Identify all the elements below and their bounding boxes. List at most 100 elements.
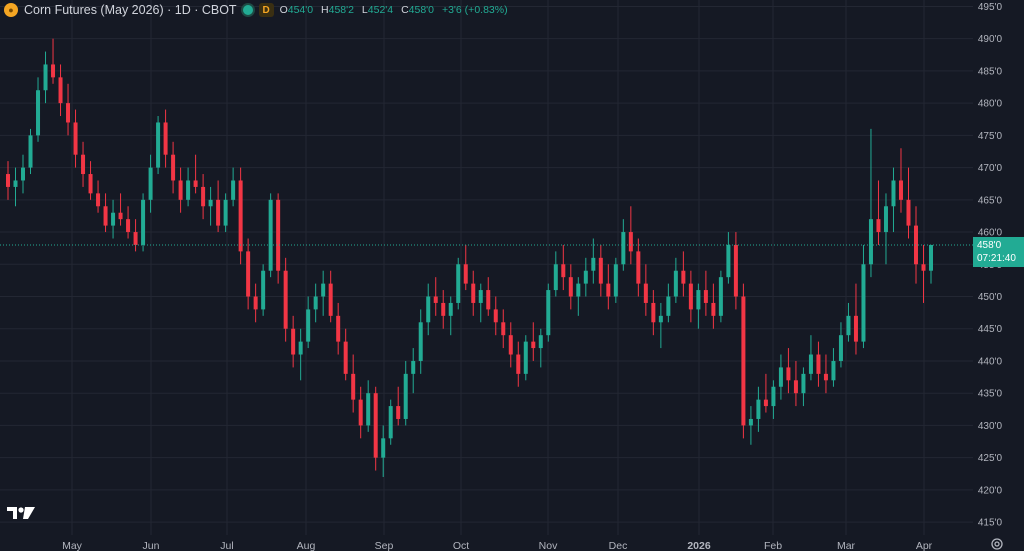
- candle-body: [568, 277, 573, 297]
- x-tick-label: 2026: [687, 540, 711, 551]
- y-tick-label: 415'0: [978, 518, 1003, 529]
- candle-body: [538, 335, 543, 349]
- candle-body: [321, 283, 326, 297]
- x-tick-label: Jul: [220, 540, 233, 551]
- candle-body: [456, 264, 461, 303]
- y-tick-label: 450'0: [978, 292, 1003, 303]
- candle-body: [276, 199, 281, 271]
- symbol-title[interactable]: Corn Futures (May 2026) · 1D · CBOT: [24, 3, 237, 17]
- candle-body: [336, 315, 341, 342]
- candle-body: [516, 354, 521, 374]
- candle-body: [576, 283, 581, 297]
- time-axis[interactable]: May Jun Jul Aug Sep Oct Nov Dec 2026 Feb Mar Apr: [62, 540, 933, 551]
- candle-body: [651, 302, 656, 323]
- candle-body: [793, 380, 798, 394]
- candle-body: [718, 277, 723, 316]
- candle-body: [613, 264, 618, 297]
- candle-body: [126, 219, 131, 233]
- candle-body: [21, 167, 26, 181]
- ohlc-high-value: 458'2: [328, 4, 354, 16]
- candlesticks: [6, 38, 933, 477]
- bar-countdown: 07:21:40: [977, 253, 1016, 264]
- market-open-dot: [242, 5, 253, 15]
- candle-body: [411, 360, 416, 374]
- candle-body: [253, 296, 258, 310]
- candle-body: [553, 264, 558, 291]
- candle-body: [201, 186, 206, 207]
- ohlc-change-value: +3'6 (+0.83%): [441, 4, 508, 16]
- candle-body: [36, 90, 41, 136]
- ohlc-low-value: 452'4: [367, 4, 394, 16]
- candle-body: [328, 283, 333, 316]
- candle-body: [929, 244, 933, 271]
- candle-body: [366, 393, 371, 426]
- candle-body: [193, 180, 198, 187]
- candle-body: [58, 77, 63, 104]
- candle-body: [523, 341, 528, 374]
- x-tick-label: Mar: [837, 540, 856, 551]
- candle-body: [426, 296, 431, 323]
- candle-body: [133, 232, 138, 245]
- candle-body: [703, 290, 708, 303]
- candle-body: [208, 199, 213, 207]
- candle-body: [418, 322, 423, 361]
- candle-body: [73, 122, 78, 155]
- candle-body: [493, 309, 498, 323]
- candle-body: [823, 373, 828, 381]
- tradingview-logo-icon[interactable]: [6, 504, 36, 522]
- legend-header: ● Corn Futures (May 2026) · 1D · CBOT D …: [4, 2, 513, 18]
- y-tick-label: 435'0: [978, 389, 1003, 400]
- candle-body: [478, 290, 483, 303]
- candle-body: [801, 373, 806, 394]
- candle-body: [448, 302, 453, 316]
- candle-body: [358, 399, 363, 426]
- candle-body: [501, 322, 506, 336]
- y-tick-label: 465'0: [978, 195, 1003, 206]
- candle-body: [561, 264, 566, 278]
- y-tick-label: 430'0: [978, 421, 1003, 432]
- x-tick-label: Sep: [375, 540, 394, 551]
- candle-body: [658, 315, 663, 323]
- ohlc-close-value: 458'0: [408, 4, 435, 16]
- candle-body: [786, 367, 791, 381]
- candle-body: [216, 199, 221, 226]
- candle-body: [598, 257, 603, 284]
- price-axis[interactable]: 415'0 420'0 425'0 430'0 435'0 440'0 445'0 450'0…: [978, 2, 1003, 529]
- candle-body: [471, 283, 476, 303]
- candle-body: [486, 290, 491, 310]
- corn-coin-icon[interactable]: ●: [4, 3, 18, 17]
- candle-body: [13, 180, 18, 187]
- candle-body: [141, 199, 146, 245]
- candle-body: [666, 296, 671, 316]
- delayed-badge[interactable]: D: [258, 3, 274, 17]
- ohlc-values: O454'0 H458'2 L452'4 C458'0 +3'6 (+0.83%…: [280, 4, 513, 16]
- candle-body: [28, 135, 33, 168]
- y-tick-label: 495'0: [978, 2, 1003, 13]
- candle-body: [313, 296, 318, 310]
- candle-body: [103, 206, 108, 226]
- candle-body: [396, 406, 401, 419]
- candle-body: [441, 302, 446, 316]
- y-tick-label: 445'0: [978, 324, 1003, 335]
- last-price-value: 458'0: [977, 240, 1002, 251]
- y-tick-label: 485'0: [978, 66, 1003, 77]
- x-tick-label: Feb: [764, 540, 782, 551]
- ohlc-open-key: O: [279, 4, 288, 16]
- candle-body: [433, 296, 438, 303]
- gear-icon[interactable]: [990, 537, 1004, 551]
- y-tick-label: 475'0: [978, 131, 1003, 142]
- candle-body: [636, 251, 641, 284]
- x-tick-label: May: [62, 540, 83, 551]
- candle-body: [246, 251, 251, 297]
- candle-body: [853, 315, 858, 342]
- candle-body: [606, 283, 611, 297]
- x-tick-label: Nov: [539, 540, 558, 551]
- y-tick-label: 480'0: [978, 99, 1003, 110]
- candle-body: [741, 296, 746, 426]
- candle-body: [628, 232, 633, 252]
- candle-body: [51, 64, 56, 78]
- candle-body: [838, 335, 843, 361]
- ohlc-low-key: L: [361, 4, 368, 16]
- y-tick-label: 425'0: [978, 453, 1003, 464]
